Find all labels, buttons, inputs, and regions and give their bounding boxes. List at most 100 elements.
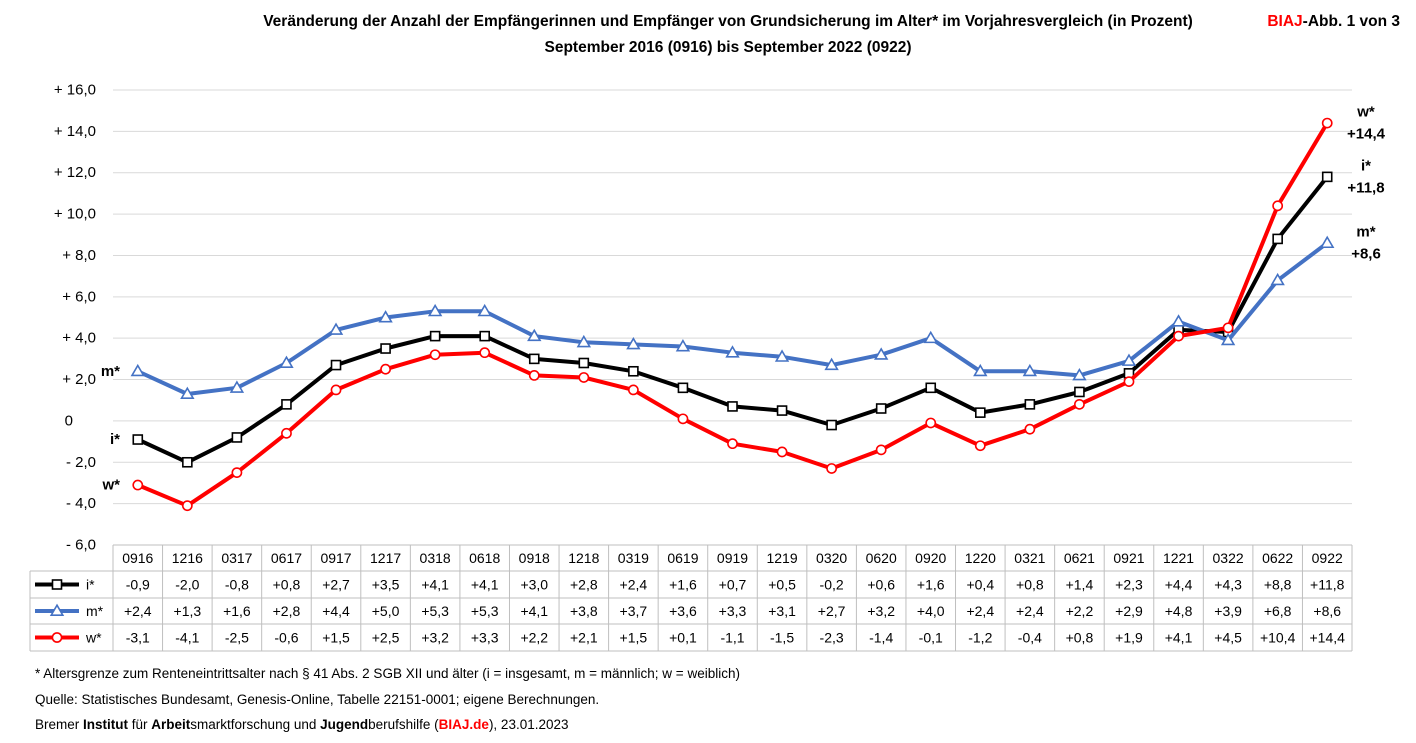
table-cell-w: -0,4 <box>1018 630 1042 646</box>
data-point-m <box>873 347 889 360</box>
data-point-m <box>626 336 641 350</box>
table-cell-m: +3,1 <box>768 603 796 619</box>
data-point-i <box>132 434 144 445</box>
table-cell-m: +3,9 <box>1214 603 1242 619</box>
table-cell-i: +0,8 <box>273 577 301 593</box>
category-label: 0920 <box>915 550 946 566</box>
category-label: 0319 <box>618 550 649 566</box>
data-point-w <box>1173 330 1184 342</box>
table-cell-i: +0,4 <box>966 577 994 593</box>
table-cell-m: +3,3 <box>719 603 747 619</box>
table-cell-w: +2,2 <box>520 630 548 646</box>
data-point-i <box>1024 399 1036 410</box>
end-label-value-w: +14,4 <box>1347 126 1386 143</box>
start-label-w: w* <box>101 477 120 494</box>
data-point-m <box>279 355 294 369</box>
table-cell-i: +4,4 <box>1165 577 1193 593</box>
table-cell-i: -0,9 <box>126 577 150 593</box>
table-cell-w: -1,4 <box>869 630 893 646</box>
data-point-w <box>281 427 292 439</box>
table-cell-w: +1,5 <box>620 630 648 646</box>
data-point-i <box>974 407 986 418</box>
table-cell-m: +3,2 <box>867 603 895 619</box>
table-cell-m: +8,6 <box>1313 603 1341 619</box>
category-label: 1218 <box>568 550 599 566</box>
data-point-i <box>776 405 788 416</box>
data-point-w <box>1123 376 1135 388</box>
data-point-i <box>925 382 937 394</box>
table-cell-i: +8,8 <box>1264 577 1292 593</box>
credit-part: ), 23.01.2023 <box>489 717 569 732</box>
footnote: * Altersgrenze zum Renteneintrittsalter … <box>35 666 740 681</box>
table-cell-m: +5,0 <box>372 603 400 619</box>
table-cell-m: +4,4 <box>322 603 350 619</box>
table-cell-i: +1,4 <box>1066 577 1094 593</box>
table-cell-w: -4,1 <box>175 630 199 646</box>
data-point-w <box>231 467 243 479</box>
data-point-i <box>380 343 391 354</box>
category-label: 1221 <box>1163 550 1194 566</box>
table-cell-m: +2,4 <box>966 603 994 619</box>
credit-part: smarktforschung und <box>190 717 320 732</box>
y-tick-label: + 2,0 <box>62 371 96 388</box>
table-cell-w: -2,5 <box>225 630 249 646</box>
data-point-w <box>1222 322 1234 334</box>
data-point-w <box>826 463 838 474</box>
chart-title: Veränderung der Anzahl der Empfängerinne… <box>263 13 1193 30</box>
data-point-m <box>725 345 740 358</box>
data-point-w <box>776 446 788 458</box>
table-cell-m: +3,7 <box>620 603 648 619</box>
series-w <box>132 117 1333 512</box>
data-point-i <box>479 330 491 342</box>
data-point-w <box>1272 200 1284 212</box>
table-cell-i: +2,3 <box>1115 577 1143 593</box>
table-cell-w: -1,1 <box>720 630 744 646</box>
data-point-i <box>281 399 292 410</box>
credit-part-bold: Jugend <box>320 717 368 732</box>
table-cell-m: +2,9 <box>1115 603 1143 619</box>
table-cell-w: -0,1 <box>919 630 943 646</box>
table-cell-w: +2,5 <box>372 630 400 646</box>
category-label: 0618 <box>469 550 500 566</box>
table-cell-i: +1,6 <box>917 577 945 593</box>
table-cell-m: +2,8 <box>273 603 301 619</box>
table-cell-w: -0,6 <box>274 630 298 646</box>
table-cell-i: -0,2 <box>820 577 844 593</box>
legend-key-w: w* <box>35 630 102 646</box>
data-point-i <box>727 401 738 412</box>
data-point-i <box>628 365 639 377</box>
data-point-i <box>578 357 590 369</box>
end-label-name-i: i* <box>1361 157 1371 174</box>
table-cell-i: +4,3 <box>1214 577 1242 593</box>
category-label: 1217 <box>370 550 401 566</box>
category-label: 0322 <box>1213 550 1244 566</box>
table-cell-w: +1,5 <box>322 630 350 646</box>
y-tick-label: - 2,0 <box>66 454 96 471</box>
data-point-i <box>330 359 342 371</box>
data-point-i <box>677 382 689 394</box>
data-point-w <box>875 444 887 456</box>
table-cell-w: -1,2 <box>968 630 992 646</box>
category-label: 0922 <box>1312 550 1343 566</box>
legend-label: m* <box>86 603 104 619</box>
table-cell-i: +11,8 <box>1310 577 1345 593</box>
y-tick-label: + 10,0 <box>54 206 96 223</box>
table-cell-i: +2,4 <box>620 577 648 593</box>
table-cell-m: +4,1 <box>520 603 548 619</box>
figure-badge: BIAJ-Abb. 1 von 3 <box>1267 13 1400 30</box>
category-label: 0621 <box>1064 550 1095 566</box>
table-cell-m: +6,8 <box>1264 603 1292 619</box>
category-label: 0620 <box>866 550 897 566</box>
y-tick-label: 0 <box>65 412 73 429</box>
table-cell-i: -2,0 <box>175 577 199 593</box>
table-cell-i: -0,8 <box>225 577 249 593</box>
data-point-m <box>1220 332 1236 346</box>
legend-label: w* <box>85 630 102 646</box>
table-cell-m: +5,3 <box>421 603 449 619</box>
table-cell-i: +0,5 <box>768 577 796 593</box>
legend-marker <box>49 603 65 617</box>
table-cell-w: +10,4 <box>1260 630 1296 646</box>
data-point-m <box>923 330 938 344</box>
category-label: 1220 <box>965 550 996 566</box>
